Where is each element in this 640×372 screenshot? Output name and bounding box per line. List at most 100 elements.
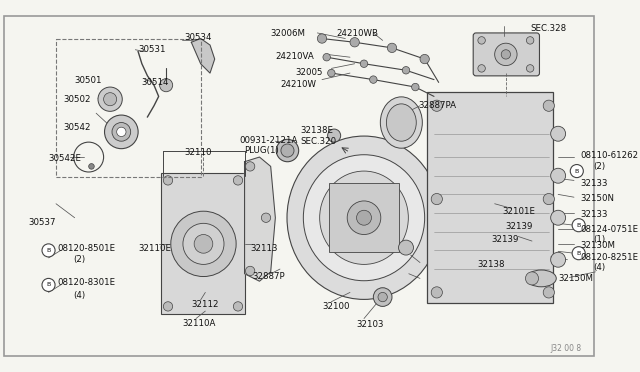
Text: (4): (4) bbox=[594, 263, 605, 272]
Text: 32110A: 32110A bbox=[182, 318, 216, 327]
Text: 08120-8251E: 08120-8251E bbox=[580, 253, 639, 262]
Circle shape bbox=[543, 100, 554, 111]
Circle shape bbox=[348, 201, 381, 234]
Text: 30537: 30537 bbox=[28, 218, 56, 227]
FancyBboxPatch shape bbox=[161, 173, 246, 314]
Circle shape bbox=[163, 302, 173, 311]
Circle shape bbox=[246, 162, 255, 171]
Text: 32139: 32139 bbox=[506, 222, 533, 231]
Circle shape bbox=[550, 210, 566, 225]
Circle shape bbox=[478, 37, 485, 44]
Text: 08110-61262: 08110-61262 bbox=[580, 151, 639, 160]
Circle shape bbox=[89, 164, 94, 169]
Circle shape bbox=[317, 34, 326, 43]
Circle shape bbox=[412, 83, 419, 91]
Text: (2): (2) bbox=[73, 255, 85, 264]
Text: 32005: 32005 bbox=[295, 68, 323, 77]
Circle shape bbox=[399, 240, 413, 255]
Text: 32101E: 32101E bbox=[502, 206, 535, 215]
Circle shape bbox=[572, 219, 585, 232]
Text: 24210W: 24210W bbox=[280, 80, 316, 89]
Circle shape bbox=[572, 247, 585, 260]
Text: 30542E: 30542E bbox=[49, 154, 81, 163]
Circle shape bbox=[550, 168, 566, 183]
Circle shape bbox=[431, 287, 442, 298]
Circle shape bbox=[360, 60, 368, 67]
Circle shape bbox=[261, 213, 271, 222]
Text: 08120-8501E: 08120-8501E bbox=[58, 244, 116, 253]
Circle shape bbox=[116, 127, 126, 137]
FancyBboxPatch shape bbox=[426, 92, 554, 303]
Circle shape bbox=[159, 78, 173, 92]
Circle shape bbox=[276, 140, 299, 162]
Text: B: B bbox=[577, 251, 580, 256]
Circle shape bbox=[171, 211, 236, 276]
Circle shape bbox=[281, 144, 294, 157]
Text: 32138: 32138 bbox=[478, 260, 506, 269]
Circle shape bbox=[420, 54, 429, 64]
Circle shape bbox=[543, 193, 554, 205]
FancyBboxPatch shape bbox=[330, 183, 399, 252]
Circle shape bbox=[112, 122, 131, 141]
Circle shape bbox=[431, 193, 442, 205]
Text: J32 00 8: J32 00 8 bbox=[550, 344, 582, 353]
Circle shape bbox=[104, 115, 138, 149]
Circle shape bbox=[570, 164, 583, 177]
Text: 32133: 32133 bbox=[580, 210, 608, 219]
Text: B: B bbox=[575, 169, 579, 174]
Circle shape bbox=[350, 38, 359, 47]
Circle shape bbox=[387, 43, 397, 52]
Text: 08120-8301E: 08120-8301E bbox=[58, 278, 116, 288]
Circle shape bbox=[378, 292, 387, 302]
Circle shape bbox=[104, 93, 116, 106]
Circle shape bbox=[194, 234, 213, 253]
Circle shape bbox=[527, 37, 534, 44]
Circle shape bbox=[323, 54, 330, 61]
Polygon shape bbox=[244, 157, 275, 281]
Text: 32113: 32113 bbox=[250, 244, 278, 253]
Text: 32006M: 32006M bbox=[271, 29, 306, 38]
Circle shape bbox=[98, 87, 122, 111]
Text: 30514: 30514 bbox=[142, 78, 170, 87]
Text: 32112: 32112 bbox=[191, 300, 219, 309]
Circle shape bbox=[431, 100, 442, 111]
Ellipse shape bbox=[287, 136, 441, 299]
Circle shape bbox=[246, 266, 255, 276]
Circle shape bbox=[373, 288, 392, 307]
Text: 24210WB: 24210WB bbox=[336, 29, 378, 38]
Text: B: B bbox=[577, 223, 580, 228]
Circle shape bbox=[550, 252, 566, 267]
Text: (2): (2) bbox=[594, 162, 605, 171]
Text: 32139: 32139 bbox=[491, 234, 518, 244]
Text: 30502: 30502 bbox=[63, 94, 91, 103]
Circle shape bbox=[234, 176, 243, 185]
Text: 00931-2121A: 00931-2121A bbox=[239, 136, 298, 145]
Text: 32150N: 32150N bbox=[580, 195, 614, 203]
Circle shape bbox=[234, 302, 243, 311]
Circle shape bbox=[403, 67, 410, 74]
Text: 08124-0751E: 08124-0751E bbox=[580, 225, 639, 234]
Text: 30501: 30501 bbox=[75, 76, 102, 85]
Ellipse shape bbox=[319, 171, 408, 264]
Circle shape bbox=[328, 129, 340, 142]
Circle shape bbox=[543, 287, 554, 298]
Text: (1): (1) bbox=[594, 234, 605, 244]
Text: 30542: 30542 bbox=[63, 122, 91, 132]
Text: 32887P: 32887P bbox=[252, 272, 285, 281]
Text: 24210VA: 24210VA bbox=[275, 52, 314, 61]
Text: SEC.320: SEC.320 bbox=[301, 137, 337, 145]
Circle shape bbox=[328, 69, 335, 77]
Ellipse shape bbox=[527, 270, 556, 287]
FancyBboxPatch shape bbox=[473, 33, 540, 76]
Ellipse shape bbox=[303, 155, 425, 281]
Circle shape bbox=[356, 210, 371, 225]
Ellipse shape bbox=[380, 97, 422, 148]
Text: 32887PA: 32887PA bbox=[418, 101, 456, 110]
Ellipse shape bbox=[387, 104, 416, 141]
Text: 32103: 32103 bbox=[356, 320, 384, 329]
Circle shape bbox=[183, 223, 224, 264]
Circle shape bbox=[42, 278, 55, 292]
Text: 32100: 32100 bbox=[322, 302, 349, 311]
Text: 32110E: 32110E bbox=[138, 244, 171, 253]
Circle shape bbox=[478, 65, 485, 72]
